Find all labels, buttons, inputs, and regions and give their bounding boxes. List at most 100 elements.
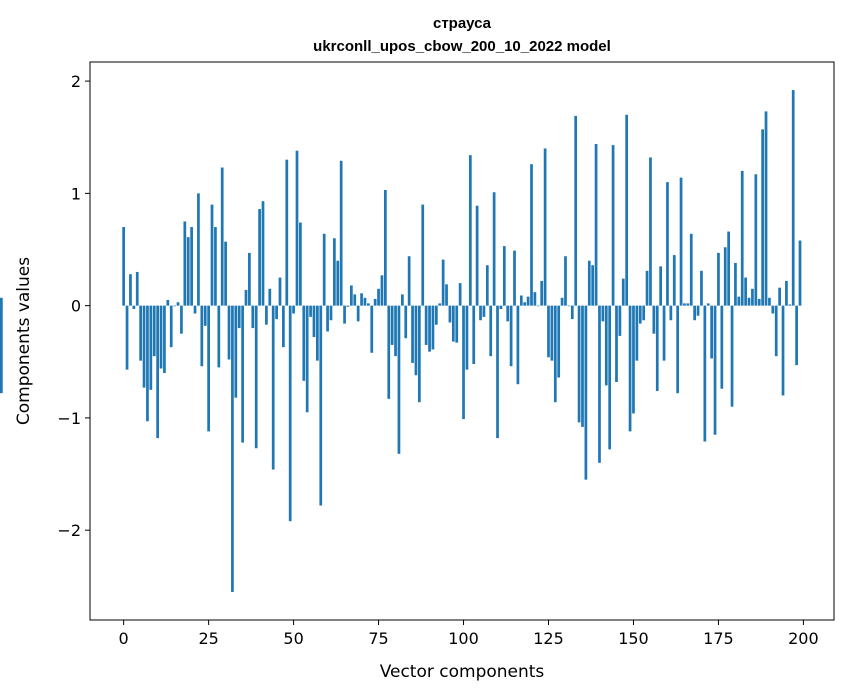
bar xyxy=(322,233,326,306)
bar xyxy=(343,305,346,324)
bar xyxy=(438,303,442,306)
x-tick-label: 200 xyxy=(788,629,819,648)
bar xyxy=(530,164,533,306)
bar xyxy=(275,305,278,320)
bar xyxy=(509,305,513,367)
bar xyxy=(407,256,411,306)
bar xyxy=(302,305,306,381)
bar xyxy=(254,305,258,449)
bar xyxy=(655,305,659,391)
bar xyxy=(536,305,540,307)
bar xyxy=(533,292,537,306)
bar xyxy=(455,305,459,343)
bar xyxy=(241,305,244,443)
bar xyxy=(785,280,788,306)
bar xyxy=(689,233,693,306)
bar xyxy=(312,305,316,338)
bar xyxy=(380,275,384,306)
bar xyxy=(496,305,499,439)
bar xyxy=(774,305,778,357)
bar xyxy=(166,300,170,306)
bar xyxy=(428,305,431,352)
bar xyxy=(468,155,472,306)
x-tick-label: 150 xyxy=(618,629,649,648)
bar xyxy=(788,304,792,306)
bar xyxy=(210,204,214,306)
bar xyxy=(142,305,146,388)
bar xyxy=(367,303,370,306)
bar xyxy=(299,222,302,306)
bar xyxy=(390,305,394,345)
bar xyxy=(156,305,159,439)
bar xyxy=(625,114,629,306)
bar xyxy=(397,305,401,454)
bar xyxy=(152,305,156,357)
bar xyxy=(295,150,299,306)
bar xyxy=(200,305,204,367)
bar xyxy=(744,277,747,306)
bar xyxy=(706,303,710,306)
bar xyxy=(713,305,717,435)
bar xyxy=(234,305,238,398)
bar xyxy=(652,305,656,334)
bar xyxy=(598,305,601,463)
x-tick-label: 0 xyxy=(119,629,129,648)
bar xyxy=(791,90,795,306)
bar xyxy=(173,305,176,307)
bar xyxy=(220,167,224,306)
bar xyxy=(734,262,737,306)
bar xyxy=(550,305,554,361)
bar xyxy=(400,294,404,306)
bar xyxy=(764,111,768,306)
bar xyxy=(618,305,622,336)
bar xyxy=(451,305,455,342)
bar xyxy=(506,305,510,322)
bar xyxy=(326,305,329,332)
x-tick-label: 100 xyxy=(448,629,479,648)
bar xyxy=(778,287,781,306)
bar xyxy=(611,145,615,306)
bar xyxy=(479,305,482,321)
bar xyxy=(149,305,153,390)
bar xyxy=(258,209,261,306)
bar xyxy=(723,247,727,306)
bar xyxy=(329,305,333,321)
bars xyxy=(0,90,802,592)
bar xyxy=(513,250,516,306)
bar xyxy=(333,238,336,306)
bar xyxy=(570,305,574,320)
bar xyxy=(642,305,646,321)
bar xyxy=(169,305,173,348)
bar xyxy=(417,305,421,403)
bar xyxy=(285,159,289,306)
bar xyxy=(761,129,764,306)
bar xyxy=(502,246,506,306)
bar xyxy=(771,305,775,314)
bar xyxy=(581,305,584,427)
bar xyxy=(309,305,312,317)
bar xyxy=(458,283,462,306)
bar xyxy=(163,305,166,373)
bar xyxy=(666,182,669,306)
bar xyxy=(370,305,374,353)
bar xyxy=(224,241,227,306)
bar xyxy=(316,305,319,361)
bar xyxy=(543,148,547,306)
bar xyxy=(139,305,142,361)
bar xyxy=(373,298,377,306)
bar xyxy=(292,305,295,314)
bar xyxy=(659,266,663,306)
bar xyxy=(717,252,720,306)
bar xyxy=(268,288,272,306)
bar xyxy=(798,240,802,306)
bar xyxy=(135,271,139,306)
bar xyxy=(540,280,544,306)
bar xyxy=(638,305,642,324)
bar xyxy=(740,170,744,306)
bar xyxy=(278,277,282,306)
bar xyxy=(431,305,435,350)
bar xyxy=(669,305,673,321)
y-tick-label: −1 xyxy=(57,409,81,428)
bar xyxy=(516,305,520,385)
